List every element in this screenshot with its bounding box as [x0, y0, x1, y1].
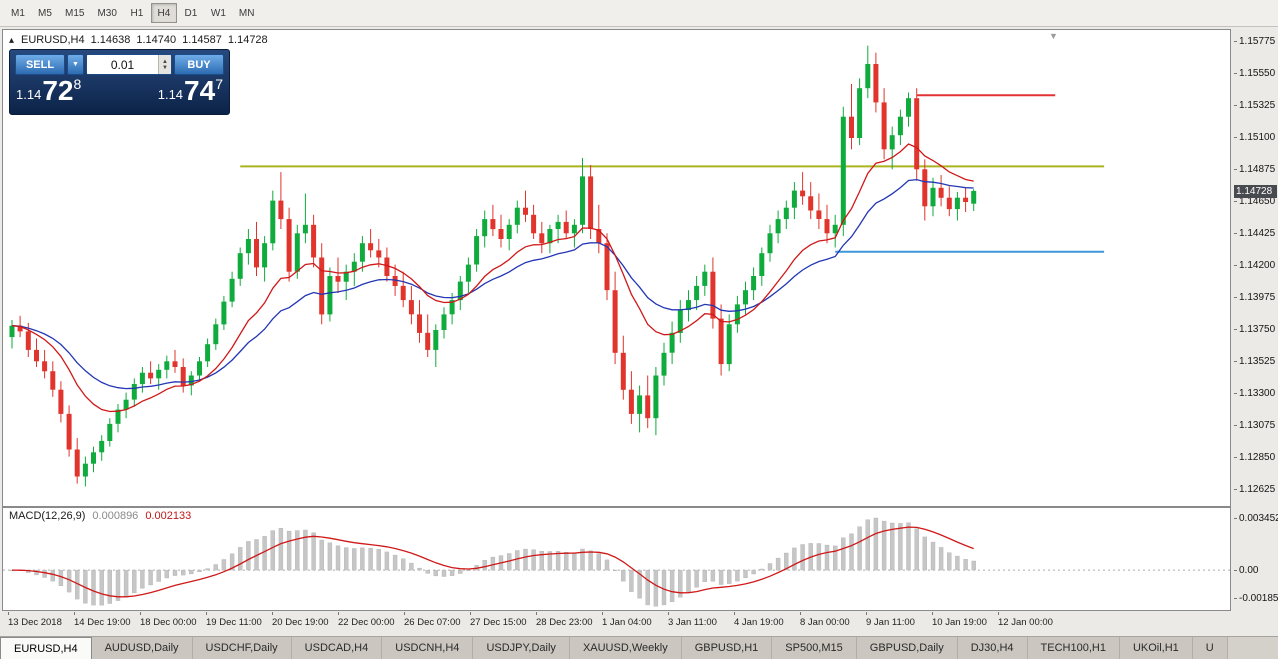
price-axis-label: 1.12850 — [1233, 452, 1276, 463]
timeframe-toolbar: M1 M5 M15 M30 H1 H4 D1 W1 MN — [0, 0, 1278, 27]
chart-tab-dj30-h4[interactable]: DJ30,H4 — [957, 637, 1028, 659]
chart-tab-usdjpy-daily[interactable]: USDJPY,Daily — [473, 637, 570, 659]
time-axis-label: 12 Jan 00:00 — [998, 612, 1053, 628]
chart-tab-usdchf-daily[interactable]: USDCHF,Daily — [192, 637, 292, 659]
ohlc-header: ▴ EURUSD,H4 1.14638 1.14740 1.14587 1.14… — [9, 34, 268, 46]
sell-price-big: 72 — [42, 75, 74, 106]
price-axis-label: 1.13975 — [1233, 292, 1276, 303]
buy-price[interactable]: 1.14 74 7 — [158, 76, 223, 105]
timeframe-button-mn[interactable]: MN — [233, 3, 261, 23]
price-axis-label: 1.14650 — [1233, 196, 1276, 207]
buy-button[interactable]: BUY — [174, 54, 224, 75]
macd-label: MACD(12,26,9) — [9, 510, 86, 522]
price-axis-label: 1.15550 — [1233, 68, 1276, 79]
timeframe-button-m5[interactable]: M5 — [32, 3, 58, 23]
price-axis-label: 1.12625 — [1233, 484, 1276, 495]
stepper-down-icon[interactable]: ▼ — [162, 64, 168, 71]
time-axis-label: 19 Dec 11:00 — [206, 612, 262, 628]
sell-price-prefix: 1.14 — [16, 87, 42, 102]
macd-indicator-chart[interactable] — [3, 508, 1230, 610]
ohlc-close: 1.14728 — [227, 34, 268, 46]
time-axis-label: 4 Jan 19:00 — [734, 612, 784, 628]
timeframe-button-m1[interactable]: M1 — [5, 3, 31, 23]
price-axis-label: 1.14425 — [1233, 228, 1276, 239]
time-axis-label: 22 Dec 00:00 — [338, 612, 395, 628]
chart-tab-usdcad-h4[interactable]: USDCAD,H4 — [291, 637, 383, 659]
timeframe-button-d1[interactable]: D1 — [178, 3, 204, 23]
ohlc-high: 1.14740 — [136, 34, 177, 46]
sell-button[interactable]: SELL — [15, 54, 65, 75]
macd-panel: MACD(12,26,9) 0.000896 0.002133 — [2, 507, 1231, 611]
timeframe-button-m15[interactable]: M15 — [59, 3, 90, 23]
chart-tab-audusd-daily[interactable]: AUDUSD,Daily — [91, 637, 193, 659]
chart-shift-marker-icon: ▼ — [1049, 31, 1058, 41]
time-axis-label: 18 Dec 00:00 — [140, 612, 197, 628]
buy-price-pip: 7 — [215, 76, 223, 92]
time-axis-label: 8 Jan 00:00 — [800, 612, 850, 628]
macd-value: 0.000896 — [92, 510, 139, 522]
chart-tab-u[interactable]: U — [1192, 637, 1228, 659]
macd-axis-label: 0.00 — [1233, 565, 1259, 576]
time-axis-label: 9 Jan 11:00 — [866, 612, 915, 628]
chart-tab-bar: EURUSD,H4 AUDUSD,Daily USDCHF,Daily USDCAD,… — [0, 636, 1278, 659]
chart-tab-tech100-h1[interactable]: TECH100,H1 — [1027, 637, 1120, 659]
time-axis-label: 26 Dec 07:00 — [404, 612, 461, 628]
time-axis-label: 1 Jan 04:00 — [602, 612, 652, 628]
price-axis-label: 1.13750 — [1233, 324, 1276, 335]
macd-header: MACD(12,26,9) 0.000896 0.002133 — [9, 510, 191, 522]
timeframe-button-w1[interactable]: W1 — [205, 3, 232, 23]
buy-price-prefix: 1.14 — [157, 87, 184, 102]
volume-dropdown-button[interactable]: ▼ — [67, 54, 84, 75]
one-click-collapse-icon[interactable]: ▴ — [9, 34, 15, 46]
price-axis[interactable]: 1.14728 1.15775 1.15550 1.15325 1.15100 1.14… — [1233, 29, 1278, 507]
time-axis-label: 10 Jan 19:00 — [932, 612, 987, 628]
price-axis-label: 1.13300 — [1233, 388, 1276, 399]
time-axis-label: 14 Dec 19:00 — [74, 612, 131, 628]
sell-price-pip: 8 — [73, 76, 82, 92]
price-axis-label: 1.15325 — [1233, 100, 1276, 111]
timeframe-button-h4[interactable]: H4 — [150, 3, 177, 23]
buy-price-big: 74 — [184, 75, 216, 106]
volume-stepper[interactable]: ▲ ▼ — [158, 55, 171, 74]
price-axis-label: 1.13075 — [1233, 420, 1276, 431]
chart-tab-eurusd-h4[interactable]: EURUSD,H4 — [0, 637, 92, 659]
main-chart-panel: ▼ ▴ EURUSD,H4 1.14638 1.14740 1.14587 1.… — [2, 29, 1231, 507]
price-axis-label: 1.14875 — [1233, 164, 1276, 175]
stepper-up-icon[interactable]: ▲ — [162, 58, 168, 65]
time-axis[interactable]: 13 Dec 2018 14 Dec 19:00 18 Dec 00:00 19 De… — [2, 612, 1231, 634]
candlestick-chart[interactable] — [3, 30, 1230, 506]
volume-field: ▲ ▼ — [86, 54, 172, 75]
current-price-badge: 1.14728 — [1234, 184, 1277, 198]
chart-tab-sp500-m15[interactable]: SP500,M15 — [772, 637, 857, 659]
time-axis-label: 28 Dec 23:00 — [536, 612, 593, 628]
chevron-down-icon: ▼ — [72, 61, 79, 68]
ohlc-low: 1.14587 — [182, 34, 222, 46]
time-axis-label: 27 Dec 15:00 — [470, 612, 527, 628]
chart-tab-usdcnh-h4[interactable]: USDCNH,H4 — [382, 637, 474, 659]
time-axis-label: 3 Jan 11:00 — [668, 612, 717, 628]
chart-symbol-period: EURUSD,H4 — [21, 34, 85, 46]
volume-input[interactable] — [87, 55, 158, 74]
chart-tab-gbpusd-h1[interactable]: GBPUSD,H1 — [681, 637, 773, 659]
ohlc-open: 1.14638 — [90, 34, 131, 46]
price-axis-label: 1.15100 — [1233, 132, 1276, 143]
timeframe-button-h1[interactable]: H1 — [124, 3, 150, 23]
sell-price[interactable]: 1.14 72 8 — [16, 76, 81, 105]
price-axis-label: 1.13525 — [1233, 356, 1276, 367]
chart-tab-xauusd-weekly[interactable]: XAUUSD,Weekly — [569, 637, 682, 659]
time-axis-label: 13 Dec 2018 — [8, 612, 62, 628]
macd-signal-value: 0.002133 — [145, 510, 192, 522]
time-axis-label: 20 Dec 19:00 — [272, 612, 329, 628]
price-axis-label: 1.15775 — [1233, 36, 1276, 47]
price-axis-label: 1.14200 — [1233, 260, 1276, 271]
macd-axis-label: 0.003452 — [1234, 513, 1278, 524]
chart-tab-gbpusd-daily[interactable]: GBPUSD,Daily — [856, 637, 958, 659]
timeframe-button-m30[interactable]: M30 — [91, 3, 122, 23]
chart-tab-ukoil-h1[interactable]: UKOil,H1 — [1119, 637, 1193, 659]
